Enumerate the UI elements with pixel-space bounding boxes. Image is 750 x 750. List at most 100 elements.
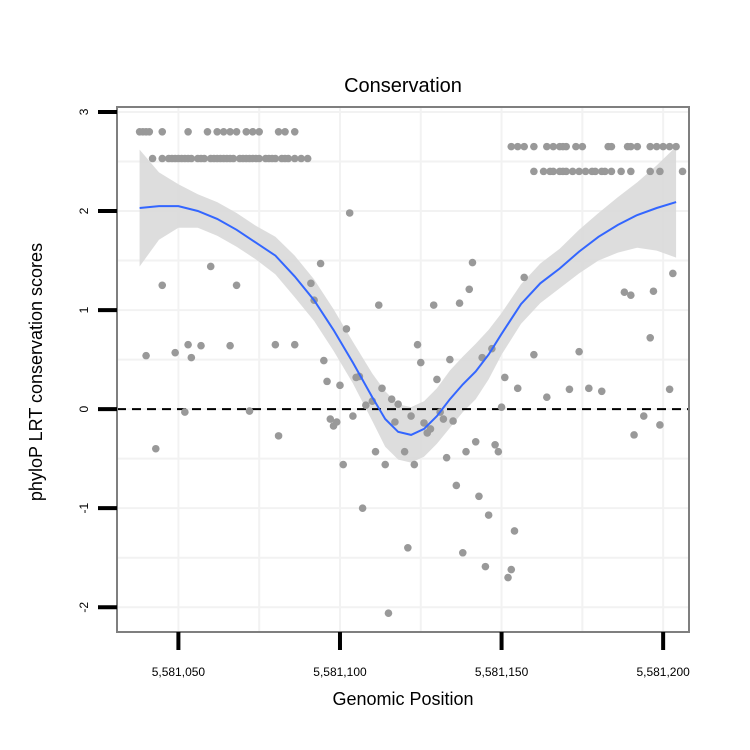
data-point — [407, 412, 415, 420]
data-point — [565, 385, 574, 394]
data-point — [513, 384, 522, 393]
data-point — [494, 447, 503, 456]
data-point — [320, 356, 328, 365]
data-point — [371, 447, 380, 456]
data-point — [581, 167, 590, 176]
data-point — [232, 127, 241, 136]
data-point — [458, 548, 467, 557]
data-point — [462, 447, 470, 456]
data-point — [607, 167, 616, 176]
data-point — [665, 142, 674, 151]
y-axis-title: phyloP LRT conservation scores — [26, 243, 46, 501]
data-point — [543, 142, 551, 151]
data-point — [271, 340, 280, 349]
data-point — [206, 262, 215, 271]
data-point — [578, 142, 587, 151]
data-point — [307, 279, 315, 288]
data-point — [232, 281, 241, 290]
data-point — [255, 154, 263, 163]
data-point — [400, 447, 409, 456]
data-point — [281, 127, 289, 136]
data-point — [497, 403, 506, 411]
data-point — [184, 340, 192, 349]
data-point — [336, 381, 344, 390]
data-point — [203, 127, 212, 136]
data-point — [374, 301, 383, 309]
data-point — [659, 142, 667, 151]
data-point — [148, 154, 157, 163]
y-tick-label: 3 — [77, 108, 91, 115]
data-point — [284, 154, 293, 163]
data-point — [171, 348, 179, 357]
data-points — [135, 127, 687, 617]
data-point — [539, 167, 548, 176]
data-point — [229, 154, 238, 163]
data-point — [349, 412, 357, 420]
data-point — [181, 408, 189, 416]
data-point — [439, 415, 448, 423]
data-point — [475, 492, 483, 501]
data-point — [627, 142, 635, 151]
data-point — [197, 341, 205, 350]
data-point — [520, 142, 528, 151]
data-point — [358, 504, 367, 512]
data-point — [646, 142, 655, 151]
data-point — [649, 287, 658, 296]
data-point — [271, 154, 280, 163]
data-point — [504, 573, 512, 582]
data-point — [362, 401, 370, 409]
data-point — [452, 481, 461, 490]
data-point — [274, 127, 283, 136]
data-point — [426, 425, 435, 433]
chart-title: Conservation — [344, 75, 462, 97]
data-point — [471, 438, 480, 446]
data-point — [562, 167, 570, 176]
data-point — [449, 417, 457, 425]
data-point — [465, 285, 474, 294]
y-tick-label: -1 — [77, 503, 91, 514]
data-point — [617, 167, 625, 176]
data-point — [646, 167, 655, 176]
data-point — [339, 460, 348, 469]
data-point — [633, 142, 642, 151]
data-point — [248, 127, 257, 136]
smooth-trend — [139, 201, 677, 436]
data-point — [585, 384, 593, 393]
data-point — [669, 269, 677, 278]
data-point — [323, 377, 331, 386]
data-point — [413, 340, 422, 349]
data-point — [145, 127, 154, 136]
plot-frame — [116, 106, 690, 633]
data-point — [468, 258, 477, 267]
data-point — [158, 281, 167, 290]
data-point — [601, 167, 609, 176]
data-point — [410, 460, 419, 469]
data-point — [575, 347, 583, 356]
data-point — [290, 340, 299, 349]
data-point — [387, 395, 396, 404]
data-point — [274, 432, 283, 440]
data-point — [543, 393, 551, 402]
data-point — [381, 460, 390, 469]
data-point — [200, 154, 209, 163]
data-point — [290, 154, 299, 163]
data-point — [442, 453, 451, 462]
data-point — [378, 384, 386, 393]
data-point — [245, 407, 254, 415]
x-axis: 5,581,050 5,581,100 5,581,150 5,581,200 — [152, 632, 690, 679]
y-tick-label: 2 — [77, 207, 91, 214]
data-point — [620, 288, 629, 297]
data-point — [575, 167, 583, 176]
gridlines — [117, 107, 689, 632]
y-tick-label: -2 — [77, 602, 91, 613]
y-tick-label: 1 — [77, 306, 91, 313]
data-point — [630, 431, 638, 439]
data-point — [226, 341, 234, 350]
data-point — [187, 353, 196, 362]
data-point — [656, 421, 664, 429]
data-point — [520, 273, 528, 282]
data-point — [316, 259, 325, 268]
data-point — [213, 127, 221, 136]
data-point — [290, 127, 299, 136]
